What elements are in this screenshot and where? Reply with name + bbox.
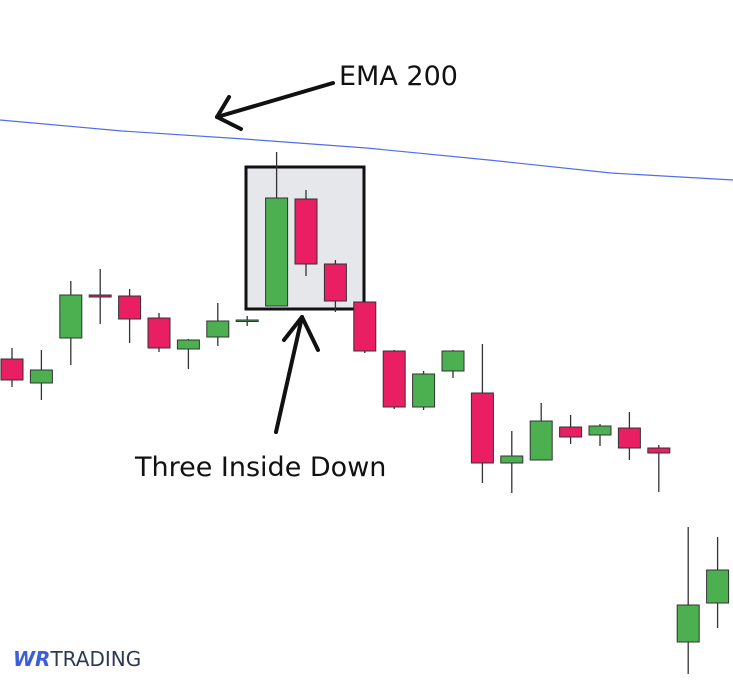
candle-bearish [323,263,347,302]
candle-bullish [588,425,612,436]
ema-annotation: EMA 200 [215,61,458,131]
brand-name: TRADING [49,647,141,671]
pattern-annotation: Three Inside Down [134,315,386,483]
candle-bullish [529,420,553,461]
candle-bullish [235,319,259,322]
candle-bearish [559,426,583,438]
candle-bearish [617,427,641,449]
candle-bearish [353,301,377,352]
ema-arrow-shaft [215,81,335,119]
candle-bullish [676,604,700,643]
brand-mark: WR [13,647,50,671]
candle-bullish [441,350,465,372]
candle-bullish [206,320,230,338]
candle-bullish [412,373,436,408]
pattern-label: Three Inside Down [134,452,386,483]
candles-layer [0,152,730,674]
svg-text:WRTRADING: WRTRADING [13,647,141,671]
candle-bullish [29,369,53,384]
ema-200-layer [0,119,733,181]
candle-bullish [500,455,524,464]
candle-bearish [647,447,671,454]
candle-bearish [147,317,171,349]
ema-arrow-head [215,95,243,131]
candle-bearish [382,350,406,408]
candle-bearish [118,295,142,320]
ema-label: EMA 200 [339,61,458,92]
candle-bearish [0,358,24,381]
candle-bearish [294,198,318,265]
candle-bullish [265,197,289,307]
candle-bullish [706,569,730,604]
ema-200-line [0,119,733,181]
candle-bullish [176,339,200,350]
candle-bearish [470,392,494,464]
brand-logo: WRTRADING [13,647,141,671]
pattern-arrow-shaft [274,315,304,434]
pattern-arrow-head [282,315,320,352]
candle-bearish [88,294,112,298]
candle-bullish [59,294,83,339]
